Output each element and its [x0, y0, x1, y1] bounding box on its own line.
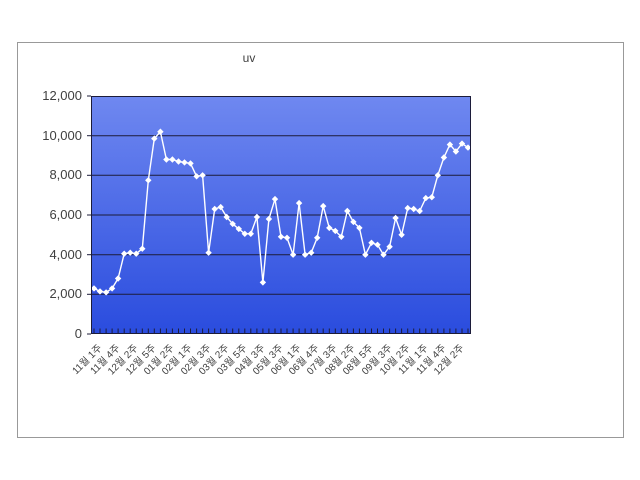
y-axis-tick-label: 10,000 — [42, 127, 82, 143]
y-axis-tick-label: 6,000 — [49, 207, 82, 222]
y-axis-tick-label: 2,000 — [49, 286, 82, 302]
y-axis-tick-label: 4,000 — [49, 246, 82, 262]
plot-border — [91, 96, 471, 334]
line-chart-plot — [87, 95, 472, 335]
chart-title: uv — [242, 51, 256, 65]
chart-frame: uv 12,000 10,000 8,000 6,000 4,000 2,000 0 11월… — [17, 42, 624, 438]
y-axis-tick-label: 12,000 — [42, 88, 82, 103]
y-axis-tick-label: 8,000 — [49, 167, 82, 183]
y-axis-tick-label: 0 — [74, 326, 82, 341]
